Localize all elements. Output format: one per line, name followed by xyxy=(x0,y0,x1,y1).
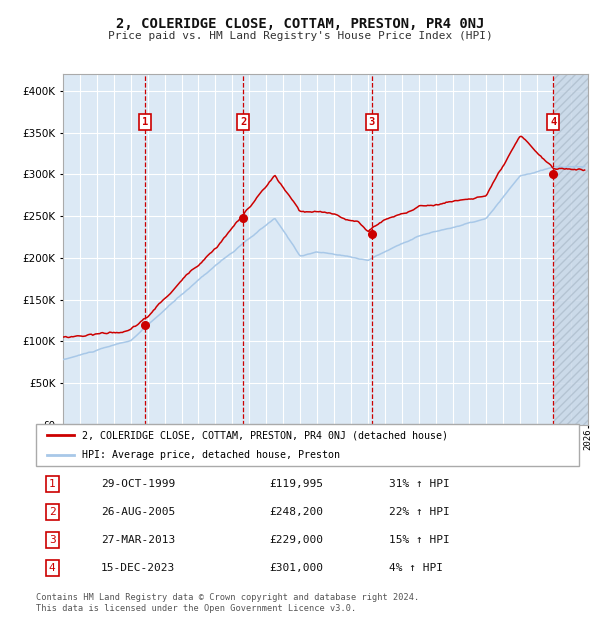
Text: £119,995: £119,995 xyxy=(269,479,323,489)
Text: 26-AUG-2005: 26-AUG-2005 xyxy=(101,507,175,517)
Text: £229,000: £229,000 xyxy=(269,535,323,545)
Text: 2: 2 xyxy=(49,507,56,517)
Text: 4: 4 xyxy=(49,563,56,573)
Text: 1: 1 xyxy=(49,479,56,489)
Text: HPI: Average price, detached house, Preston: HPI: Average price, detached house, Pres… xyxy=(82,450,340,460)
Text: 2, COLERIDGE CLOSE, COTTAM, PRESTON, PR4 0NJ (detached house): 2, COLERIDGE CLOSE, COTTAM, PRESTON, PR4… xyxy=(82,430,448,440)
Text: Contains HM Land Registry data © Crown copyright and database right 2024.
This d: Contains HM Land Registry data © Crown c… xyxy=(36,593,419,613)
Text: 29-OCT-1999: 29-OCT-1999 xyxy=(101,479,175,489)
Text: 27-MAR-2013: 27-MAR-2013 xyxy=(101,535,175,545)
Text: 15% ↑ HPI: 15% ↑ HPI xyxy=(389,535,450,545)
Text: 4% ↑ HPI: 4% ↑ HPI xyxy=(389,563,443,573)
Text: £301,000: £301,000 xyxy=(269,563,323,573)
Text: 3: 3 xyxy=(369,117,375,126)
Text: 2: 2 xyxy=(240,117,247,126)
Text: 3: 3 xyxy=(49,535,56,545)
Text: Price paid vs. HM Land Registry's House Price Index (HPI): Price paid vs. HM Land Registry's House … xyxy=(107,31,493,41)
Text: 31% ↑ HPI: 31% ↑ HPI xyxy=(389,479,450,489)
Text: 22% ↑ HPI: 22% ↑ HPI xyxy=(389,507,450,517)
FancyBboxPatch shape xyxy=(36,424,579,466)
Text: 1: 1 xyxy=(142,117,148,126)
Text: 2, COLERIDGE CLOSE, COTTAM, PRESTON, PR4 0NJ: 2, COLERIDGE CLOSE, COTTAM, PRESTON, PR4… xyxy=(116,17,484,32)
Text: 4: 4 xyxy=(550,117,557,126)
Text: 15-DEC-2023: 15-DEC-2023 xyxy=(101,563,175,573)
Text: £248,200: £248,200 xyxy=(269,507,323,517)
Bar xyxy=(554,74,588,425)
